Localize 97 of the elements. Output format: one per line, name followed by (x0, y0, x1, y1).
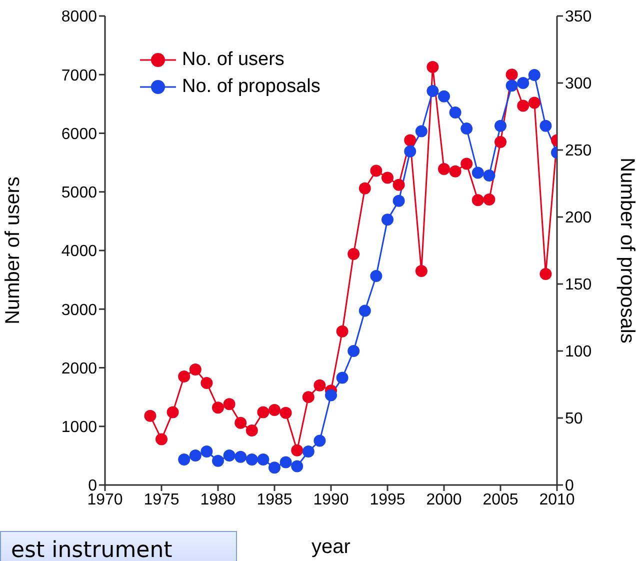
point (144, 410, 156, 422)
point (528, 68, 540, 81)
point (370, 270, 382, 282)
y2-tick-label: 250 (565, 142, 592, 160)
point (449, 106, 462, 118)
text: est instrument (0, 531, 237, 561)
point (382, 172, 394, 184)
y-tick-label: 7000 (61, 67, 98, 84)
point (358, 304, 371, 317)
point (336, 325, 348, 338)
y2-tick-label: 100 (565, 344, 592, 361)
point (358, 182, 371, 194)
point (302, 446, 314, 458)
point (223, 450, 236, 462)
point (517, 77, 530, 89)
y2-axis-title: Number of proposals (616, 158, 638, 344)
point (472, 194, 484, 206)
point (268, 404, 280, 416)
point (178, 370, 190, 383)
point (404, 134, 416, 146)
y-tick-label: 4000 (61, 243, 98, 260)
point (336, 372, 348, 384)
point (460, 158, 473, 170)
point (483, 169, 496, 182)
point (246, 424, 258, 436)
point (528, 96, 540, 109)
point (438, 163, 450, 176)
point (494, 120, 506, 132)
point (291, 444, 304, 456)
point (449, 165, 462, 178)
point (325, 389, 337, 402)
point (314, 434, 326, 447)
point (257, 406, 270, 418)
point (212, 454, 224, 467)
point (415, 265, 428, 278)
point (415, 125, 428, 138)
point (189, 450, 202, 462)
y2-tick-label: 50 (565, 410, 583, 428)
x-tick-label: 1975 (144, 491, 180, 508)
y-tick-label: 2000 (61, 360, 98, 378)
point (382, 214, 394, 226)
point (246, 454, 258, 466)
x-tick-label: 1990 (313, 491, 349, 508)
point (156, 433, 168, 446)
point (234, 450, 247, 463)
y-axis-title: Number of users (2, 176, 24, 324)
point (166, 406, 179, 418)
point (438, 90, 450, 102)
point (189, 364, 202, 376)
point (540, 268, 552, 280)
y-tick-label: 6000 (61, 126, 98, 143)
point (348, 248, 360, 260)
y-tick-label: 1000 (61, 419, 98, 436)
y-tick-label: 5000 (61, 184, 98, 202)
point (426, 61, 439, 74)
point (257, 454, 270, 466)
legend-label: No. of users (182, 48, 284, 72)
point (178, 454, 190, 466)
point (314, 379, 326, 392)
x-tick-label: 1985 (256, 491, 292, 508)
y2-tick-label: 300 (565, 76, 592, 93)
x-tick-label: 1995 (370, 491, 406, 508)
point (302, 391, 314, 404)
point (460, 122, 473, 135)
point (506, 68, 518, 81)
point (392, 178, 405, 191)
y-tick-label: 8000 (61, 8, 98, 26)
y-tick-label: 3000 (61, 302, 98, 319)
point (370, 164, 382, 177)
point (200, 376, 213, 389)
point (483, 193, 496, 206)
point (348, 345, 360, 357)
y2-tick-label: 350 (565, 8, 592, 26)
point (280, 406, 292, 419)
point (472, 166, 484, 179)
point (540, 120, 552, 132)
point (506, 80, 518, 92)
point (291, 460, 304, 472)
x-tick-label: 1980 (200, 491, 236, 508)
point (517, 100, 530, 112)
x-tick-label: 2010 (539, 491, 575, 508)
x-tick-label: 2000 (426, 491, 462, 508)
point (268, 462, 280, 474)
legend-label: No. of proposals (182, 75, 320, 99)
y2-tick-label: 150 (565, 276, 592, 294)
point (494, 136, 506, 148)
x-axis-title: year (312, 536, 351, 558)
point (200, 446, 213, 458)
point (212, 402, 224, 414)
x-tick-label: 2005 (482, 491, 518, 508)
point (392, 194, 405, 207)
point (404, 145, 416, 158)
point (426, 85, 439, 98)
point (234, 416, 247, 429)
point (280, 456, 292, 468)
y2-tick-label: 200 (565, 210, 592, 227)
point (223, 398, 236, 410)
